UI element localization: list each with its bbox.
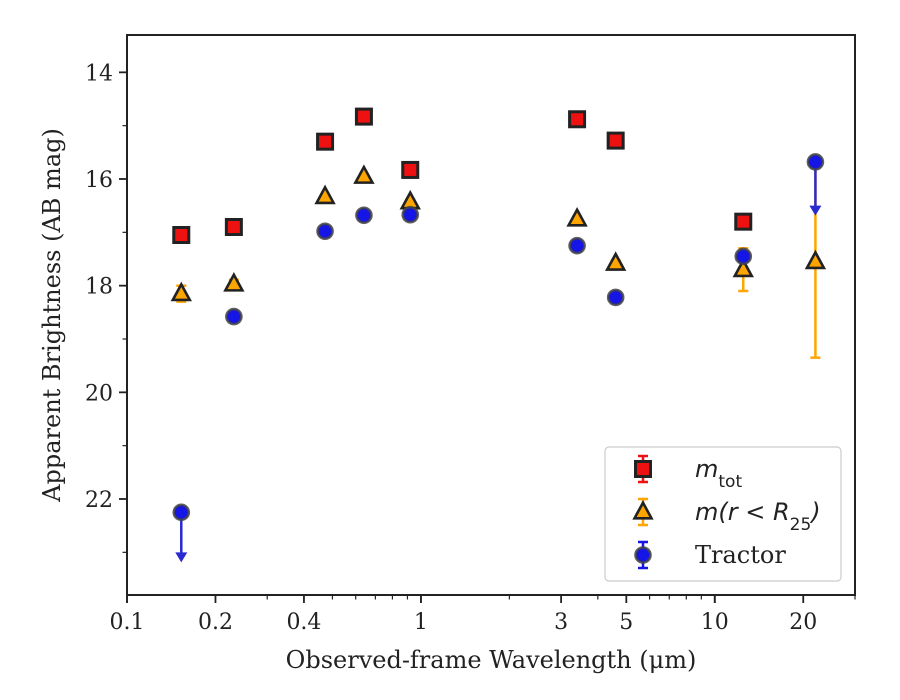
x-tick-label: 10 <box>701 610 729 635</box>
series-mtot <box>172 107 753 244</box>
point-mtot <box>316 132 335 151</box>
point-mtot <box>606 131 625 150</box>
x-tick-label: 3 <box>554 610 568 635</box>
y-tick-label: 18 <box>85 275 113 300</box>
y-tick-label: 22 <box>85 488 113 513</box>
point-mtot <box>401 160 420 179</box>
x-tick-label: 1 <box>414 610 428 635</box>
x-tick-label: 20 <box>789 610 817 635</box>
legend-label-subscript: tot <box>718 472 742 492</box>
x-tick-label: 5 <box>619 610 633 635</box>
plot-area-frame <box>126 34 856 596</box>
legend-box <box>604 446 842 582</box>
data-markers <box>170 107 827 563</box>
point-mr25 <box>170 281 192 302</box>
point-mr25 <box>399 189 421 210</box>
upper-limit-arrowhead <box>175 552 188 563</box>
point-mtot <box>734 212 753 231</box>
point-tractor <box>401 205 420 224</box>
point-mr25 <box>732 257 754 278</box>
legend-marker-mr25 <box>632 499 654 520</box>
x-tick-label: 0.2 <box>198 610 233 635</box>
legend-entry-tractor: Tractor <box>634 540 786 570</box>
series-mr25 <box>170 164 827 359</box>
point-mr25 <box>223 272 245 292</box>
point-mtot <box>224 218 243 236</box>
x-tick-label: 0.4 <box>286 610 321 635</box>
legend-marker-tractor <box>634 546 652 564</box>
x-axis-label: Observed-frame Wavelength (μm) <box>286 646 697 674</box>
point-tractor <box>225 307 243 326</box>
legend-label-subscript: 25 <box>790 515 812 535</box>
legend-label-tail: ) <box>809 498 820 526</box>
point-mr25 <box>314 184 336 205</box>
x-tick-label: 0.1 <box>110 610 145 635</box>
series-tractor <box>172 153 825 563</box>
y-tick-label: 20 <box>85 381 113 406</box>
y-tick-label: 14 <box>85 61 113 86</box>
point-mr25 <box>353 164 375 184</box>
legend-label-tractor: Tractor <box>695 541 786 569</box>
point-tractor <box>806 153 825 171</box>
point-tractor <box>172 503 191 522</box>
point-tractor <box>568 236 586 255</box>
point-tractor <box>734 247 753 266</box>
point-mr25 <box>804 249 827 270</box>
y-tick-label: 16 <box>85 168 113 193</box>
point-tractor <box>606 288 625 307</box>
point-tractor <box>316 222 334 241</box>
point-mtot <box>172 226 191 244</box>
y-axis-label: Apparent Brightness (AB mag) <box>38 128 66 503</box>
point-mtot <box>568 110 587 129</box>
axis-ticks: 0.1 0.2 0.4 1 3 5 10 20 14 16 18 20 22 <box>85 61 856 635</box>
point-mr25 <box>566 206 588 227</box>
point-tractor <box>355 206 373 225</box>
legend-marker-mtot <box>634 460 652 478</box>
point-mr25 <box>604 251 627 271</box>
point-mtot <box>354 107 373 126</box>
upper-limit-arrowhead <box>809 205 822 216</box>
